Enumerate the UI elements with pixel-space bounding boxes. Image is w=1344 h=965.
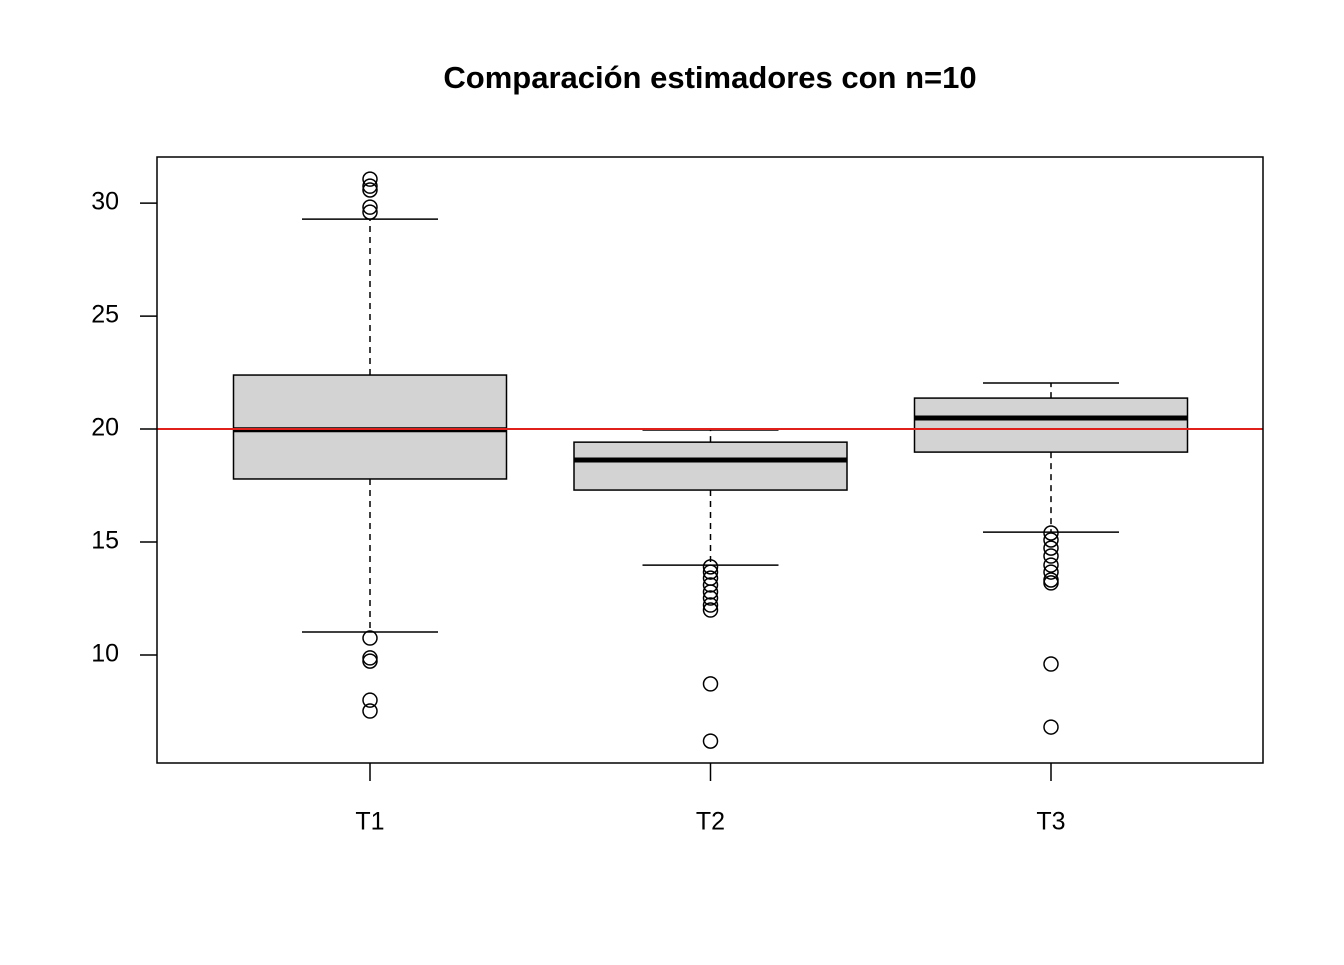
x-tick-label: T3 [1036, 808, 1065, 836]
x-tick-label: T1 [355, 808, 384, 836]
outlier [362, 703, 378, 719]
outlier [362, 199, 378, 215]
x-tick-label: T2 [696, 808, 725, 836]
outlier [702, 676, 719, 692]
outlier [1043, 540, 1059, 556]
outlier [702, 733, 719, 749]
y-tick-label: 15 [91, 527, 119, 555]
plot-frame [156, 156, 1264, 764]
outlier [1043, 719, 1059, 735]
box [232, 374, 508, 480]
outlier [362, 178, 378, 194]
outlier [702, 584, 719, 600]
outlier [1043, 548, 1059, 564]
box [573, 441, 848, 491]
outlier [362, 182, 378, 198]
y-tick-label: 10 [91, 640, 119, 668]
outlier [1043, 532, 1059, 548]
outlier [362, 171, 378, 187]
outlier [702, 559, 719, 575]
outlier [702, 602, 719, 618]
outlier [1043, 656, 1059, 672]
outlier [702, 564, 719, 580]
outlier [702, 577, 719, 593]
outlier [1043, 564, 1059, 580]
chart-title: Comparación estimadores con n=10 [443, 60, 976, 95]
outlier [1043, 525, 1059, 541]
outlier [702, 590, 719, 606]
outlier [1043, 557, 1059, 573]
y-tick-label: 25 [91, 301, 119, 329]
outlier [362, 204, 378, 220]
outlier [1043, 575, 1059, 591]
y-tick-label: 20 [91, 414, 119, 442]
outlier [362, 630, 378, 646]
outlier [702, 597, 719, 613]
outlier [362, 692, 378, 708]
outlier [362, 653, 378, 669]
y-tick-label: 30 [91, 188, 119, 216]
box [913, 397, 1189, 453]
